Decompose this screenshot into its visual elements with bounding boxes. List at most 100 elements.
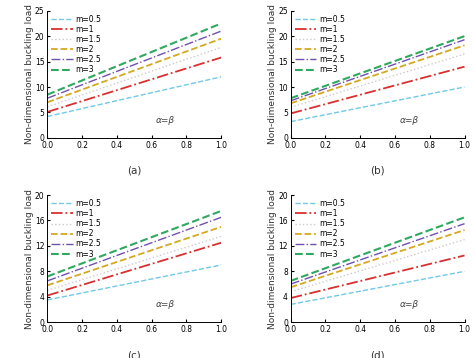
m=1.5 [447, 56, 453, 61]
m=1.5 [203, 239, 209, 243]
m=3 [462, 215, 467, 219]
m=3 [453, 218, 459, 223]
m=3 [320, 84, 326, 89]
m=1.5 [334, 91, 340, 95]
m=1.5 [210, 237, 215, 241]
m=2.5 [447, 43, 453, 47]
Line: m=1: m=1 [291, 67, 465, 113]
m=2 [210, 40, 215, 44]
m=3 [295, 276, 301, 280]
m=0.5 [447, 272, 453, 276]
m=2 [334, 86, 340, 90]
Line: m=1.5: m=1.5 [291, 240, 465, 292]
m=2.5 [462, 222, 467, 226]
m=3 [334, 262, 340, 266]
m=0.5 [447, 88, 453, 92]
Line: m=2.5: m=2.5 [291, 224, 465, 284]
m=0.5 [453, 271, 459, 275]
m=2 [91, 83, 97, 87]
m=1.5 [462, 237, 467, 242]
m=1.5 [45, 288, 50, 292]
m=3 [210, 25, 215, 29]
m=0.5 [295, 301, 301, 305]
m=0.5 [45, 298, 50, 302]
m=1 [77, 100, 82, 104]
m=0.5 [77, 291, 82, 296]
m=1 [298, 108, 304, 113]
m=2.5 [334, 266, 340, 270]
m=1.5 [45, 105, 50, 109]
m=1 [298, 293, 304, 297]
m=2.5 [203, 221, 209, 225]
Line: m=3: m=3 [47, 211, 221, 276]
m=1 [334, 99, 340, 103]
m=1 [288, 296, 293, 300]
Y-axis label: Non-dimensional buckling load: Non-dimensional buckling load [25, 189, 34, 329]
m=1 [91, 279, 97, 284]
m=3 [52, 90, 57, 94]
m=2.5 [320, 271, 326, 275]
Line: m=2.5: m=2.5 [47, 31, 221, 98]
m=0.5 [298, 300, 304, 305]
m=3 [203, 214, 209, 219]
m=1 [219, 241, 224, 245]
m=1.5 [203, 50, 209, 54]
m=2.5 [295, 96, 301, 101]
m=3 [77, 262, 82, 266]
m=1 [203, 245, 209, 250]
m=2 [203, 42, 209, 46]
m=0.5 [462, 85, 467, 89]
m=2 [320, 90, 326, 95]
m=2 [45, 283, 50, 287]
m=2 [462, 228, 467, 232]
m=2 [295, 99, 301, 103]
m=2.5 [288, 282, 293, 286]
Text: α=β: α=β [399, 300, 419, 309]
Line: m=2: m=2 [47, 227, 221, 285]
m=1 [210, 243, 215, 247]
Line: m=1.5: m=1.5 [47, 236, 221, 290]
m=1.5 [219, 45, 224, 49]
m=1.5 [320, 95, 326, 100]
m=1.5 [91, 274, 97, 278]
m=1.5 [77, 94, 82, 98]
m=0.5 [295, 118, 301, 122]
m=1 [447, 257, 453, 261]
m=3 [52, 272, 57, 276]
m=0.5 [77, 107, 82, 111]
m=2.5 [298, 95, 304, 99]
Line: m=1: m=1 [47, 58, 221, 112]
m=2 [298, 98, 304, 102]
m=2.5 [453, 224, 459, 229]
m=0.5 [55, 112, 61, 116]
m=2 [288, 285, 293, 289]
m=2.5 [288, 98, 293, 103]
m=2.5 [45, 96, 50, 100]
m=3 [447, 221, 453, 225]
Line: m=2.5: m=2.5 [47, 217, 221, 281]
m=1.5 [210, 48, 215, 53]
m=0.5 [298, 117, 304, 122]
m=2 [447, 233, 453, 237]
m=1.5 [447, 242, 453, 246]
m=2 [55, 96, 61, 101]
m=2.5 [453, 41, 459, 45]
m=2.5 [462, 38, 467, 42]
m=1 [453, 256, 459, 260]
m=0.5 [55, 296, 61, 300]
m=3 [288, 96, 293, 100]
Line: m=2: m=2 [47, 39, 221, 102]
m=2 [203, 230, 209, 234]
m=2 [52, 281, 57, 285]
m=0.5 [462, 269, 467, 274]
Line: m=0.5: m=0.5 [291, 87, 465, 122]
m=0.5 [210, 77, 215, 81]
Line: m=1.5: m=1.5 [291, 54, 465, 107]
Line: m=3: m=3 [291, 36, 465, 98]
m=3 [447, 39, 453, 44]
m=2.5 [77, 83, 82, 88]
m=1.5 [462, 52, 467, 56]
m=2 [453, 231, 459, 235]
m=1.5 [77, 278, 82, 282]
m=2.5 [91, 262, 97, 266]
